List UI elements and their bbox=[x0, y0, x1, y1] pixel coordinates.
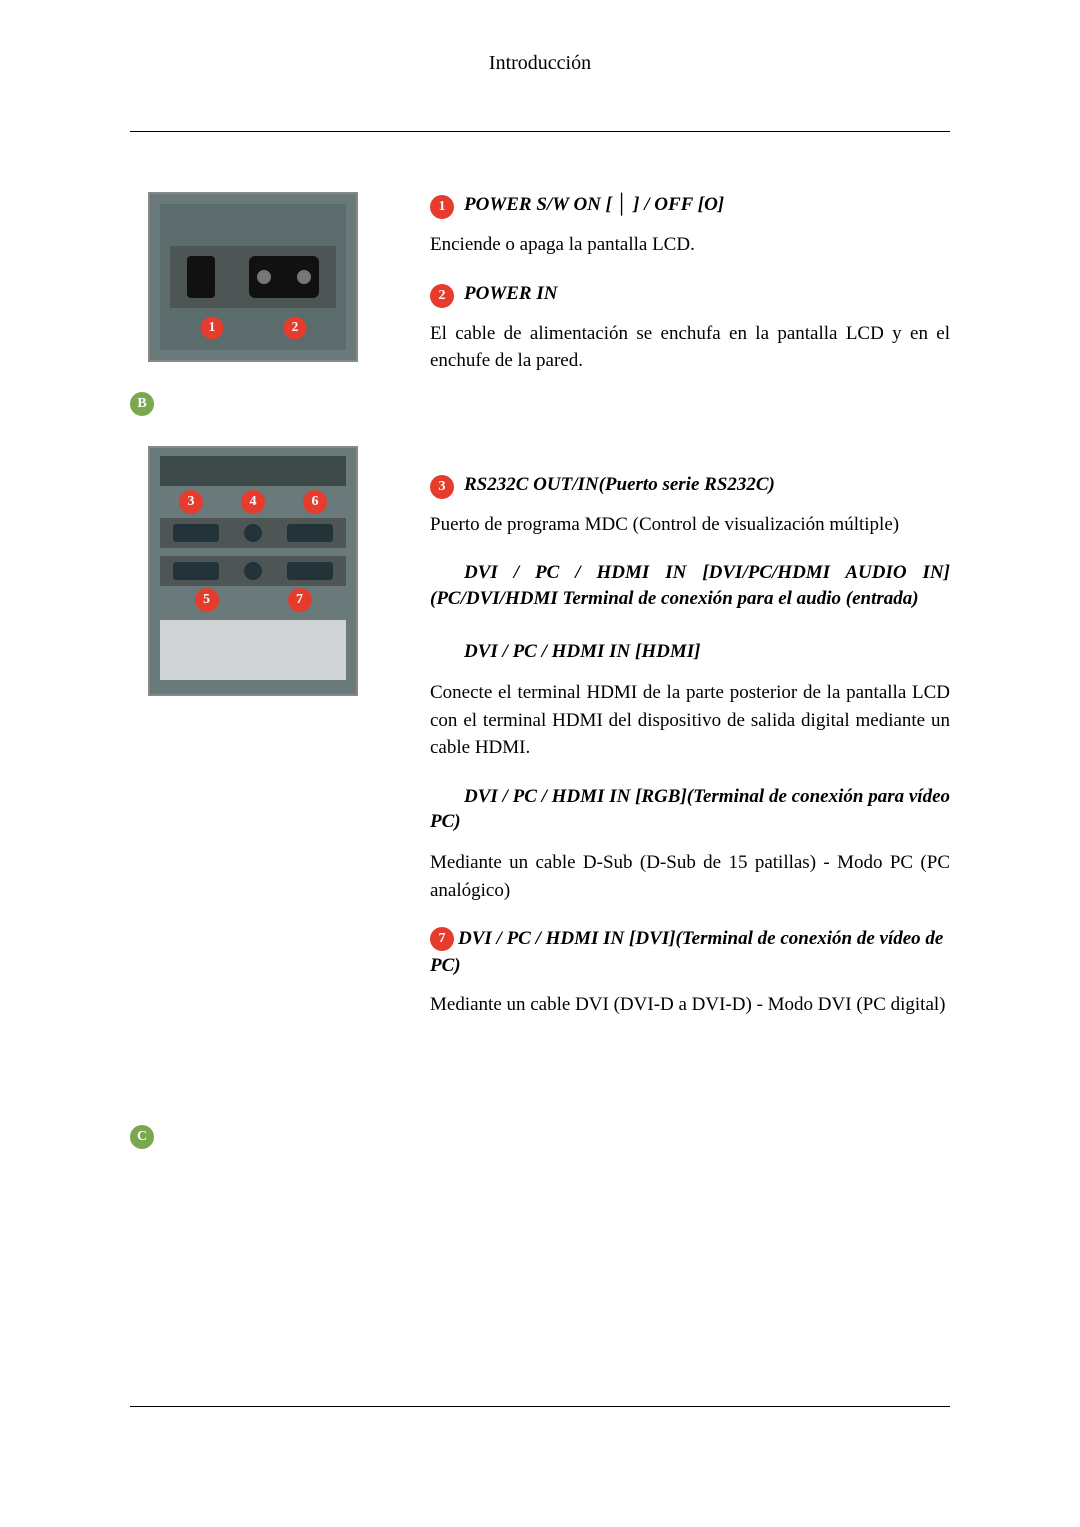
port-icon bbox=[173, 524, 219, 542]
callout-6: 6 bbox=[303, 490, 327, 514]
callout-1: 1 bbox=[200, 317, 223, 340]
figure-ports-callouts-bottom: 5 7 bbox=[160, 588, 346, 612]
callout-5: 5 bbox=[195, 588, 219, 612]
item-2-body: El cable de alimentación se enchufa en l… bbox=[430, 320, 950, 375]
section-letter-b: B bbox=[130, 392, 390, 416]
figure-ports-row-1 bbox=[160, 518, 346, 548]
divider-top bbox=[130, 131, 950, 132]
item-3: 3 RS232C OUT/IN(Puerto serie RS232C) Pue… bbox=[430, 472, 950, 539]
item-1-title: POWER S/W ON [ │ ] / OFF [O] bbox=[464, 192, 724, 218]
figure-power-inner: 1 2 bbox=[160, 204, 346, 350]
item-2-title: POWER IN bbox=[464, 281, 557, 307]
item-6: DVI / PC / HDMI IN [RGB](Terminal de con… bbox=[430, 784, 950, 904]
item-6-body: Mediante un cable D‑Sub (D‑Sub de 15 pat… bbox=[430, 849, 950, 904]
item-1: 1 POWER S/W ON [ │ ] / OFF [O] Enciende … bbox=[430, 192, 950, 259]
figure-power-row bbox=[170, 246, 336, 308]
item-1-num: 1 bbox=[430, 195, 454, 219]
spacer bbox=[430, 422, 950, 447]
item-3-body: Puerto de programa MDC (Control de visua… bbox=[430, 511, 950, 539]
item-1-body: Enciende o apaga la pantalla LCD. bbox=[430, 231, 950, 259]
item-6-title: DVI / PC / HDMI IN [RGB](Terminal de con… bbox=[430, 784, 950, 835]
port-icon bbox=[244, 562, 262, 580]
item-2: 2 POWER IN El cable de alimentación se e… bbox=[430, 281, 950, 375]
item-7-num: 7 bbox=[430, 927, 454, 951]
page: Introducción 1 2 B bbox=[0, 0, 1080, 1527]
port-icon bbox=[287, 562, 333, 580]
item-3-title: RS232C OUT/IN(Puerto serie RS232C) bbox=[464, 472, 775, 498]
item-2-num: 2 bbox=[430, 284, 454, 308]
item-7-title: DVI / PC / HDMI IN [DVI](Terminal de con… bbox=[430, 928, 943, 976]
item-5-title: DVI / PC / HDMI IN [HDMI] bbox=[430, 639, 950, 665]
item-4: DVI / PC / HDMI IN [DVI/PC/HDMI AUDIO IN… bbox=[430, 560, 950, 629]
left-column: 1 2 B 3 4 6 bbox=[130, 192, 390, 1080]
spacer bbox=[430, 397, 950, 422]
port-icon bbox=[244, 524, 262, 542]
figure-ports-row-2 bbox=[160, 556, 346, 586]
item-7-head: 7 DVI / PC / HDMI IN [DVI](Terminal de c… bbox=[430, 926, 950, 979]
figure-ports-top-strip bbox=[160, 456, 346, 486]
item-4-title: DVI / PC / HDMI IN [DVI/PC/HDMI AUDIO IN… bbox=[430, 560, 950, 611]
item-5-body: Conecte el terminal HDMI de la parte pos… bbox=[430, 679, 950, 762]
item-3-head: 3 RS232C OUT/IN(Puerto serie RS232C) bbox=[430, 472, 950, 499]
power-switch-icon bbox=[187, 256, 215, 298]
item-5: DVI / PC / HDMI IN [HDMI] Conecte el ter… bbox=[430, 639, 950, 761]
content: 1 2 B 3 4 6 bbox=[130, 192, 950, 1080]
callout-4: 4 bbox=[241, 490, 265, 514]
item-1-head: 1 POWER S/W ON [ │ ] / OFF [O] bbox=[430, 192, 950, 219]
spacer bbox=[430, 447, 950, 472]
section-b-badge: B bbox=[130, 392, 154, 416]
item-7-body: Mediante un cable DVI (DVI‑D a DVI‑D) - … bbox=[430, 991, 950, 1019]
spacer bbox=[430, 611, 950, 629]
figure-ports: 3 4 6 5 7 bbox=[148, 446, 358, 696]
figure-ports-callouts-top: 3 4 6 bbox=[160, 490, 346, 514]
item-2-head: 2 POWER IN bbox=[430, 281, 950, 308]
page-header: Introducción bbox=[130, 52, 950, 75]
item-7: 7 DVI / PC / HDMI IN [DVI](Terminal de c… bbox=[430, 926, 950, 1018]
port-icon bbox=[287, 524, 333, 542]
spacer bbox=[430, 1040, 950, 1080]
power-socket-icon bbox=[249, 256, 319, 298]
section-letter-c: C bbox=[130, 1125, 154, 1149]
right-column: 1 POWER S/W ON [ │ ] / OFF [O] Enciende … bbox=[430, 192, 950, 1080]
callout-7: 7 bbox=[288, 588, 312, 612]
item-3-num: 3 bbox=[430, 475, 454, 499]
callout-3: 3 bbox=[179, 490, 203, 514]
section-c-badge: C bbox=[130, 1125, 154, 1149]
figure-power-callouts: 1 2 bbox=[170, 316, 336, 340]
port-icon bbox=[173, 562, 219, 580]
figure-ports-label-panel bbox=[160, 620, 346, 680]
callout-2: 2 bbox=[283, 317, 306, 340]
figure-power: 1 2 bbox=[148, 192, 358, 362]
divider-bottom bbox=[130, 1406, 950, 1407]
